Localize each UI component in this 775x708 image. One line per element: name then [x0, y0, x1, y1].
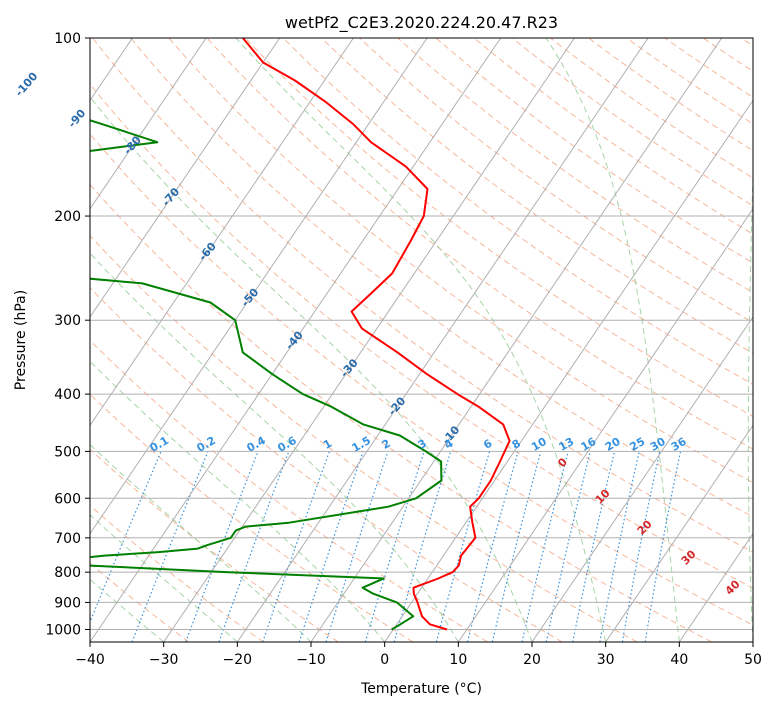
mixing-ratio-line — [599, 451, 640, 642]
background-lines — [0, 38, 753, 642]
mixing-ratio-line — [435, 451, 491, 642]
y-tick-label: 700 — [54, 531, 81, 547]
dry-adiabat-line — [130, 38, 753, 518]
dry-adiabat-line — [397, 38, 753, 294]
isotherm-line — [90, 38, 502, 642]
mixing-ratio-line — [298, 451, 364, 642]
y-axis-label: Pressure (hPa) — [13, 290, 29, 390]
plot-background — [90, 38, 753, 642]
x-tick-label: −30 — [149, 652, 179, 668]
isotherm-line — [90, 38, 354, 427]
dry-adiabat-line — [282, 38, 753, 386]
dry-adiabat-line — [473, 38, 753, 235]
x-tick-label: −40 — [75, 652, 105, 668]
mixing-ratio-line — [325, 451, 389, 642]
isotherm-line — [310, 38, 723, 642]
moist-adiabat-line — [545, 38, 680, 642]
y-tick-label: 500 — [54, 444, 81, 460]
dry-adiabat-line — [90, 234, 638, 642]
isotherm-line — [678, 532, 753, 642]
dry-adiabat-line — [435, 38, 753, 264]
mixing-ratio-line — [572, 451, 616, 642]
dry-adiabat-line — [244, 38, 753, 418]
moist-adiabat-line — [90, 514, 238, 642]
y-tick-label: 600 — [54, 491, 81, 507]
isotherm-line — [0, 38, 59, 642]
dry-adiabat-line — [550, 38, 753, 179]
mixing-ratio-line — [621, 451, 661, 642]
x-tick-label: 20 — [523, 652, 541, 668]
dry-adiabat-line — [90, 339, 488, 642]
mixing-ratio-line — [491, 451, 542, 642]
dry-adiabat-line — [206, 38, 753, 450]
y-tick-label: 100 — [54, 31, 81, 47]
dry-adiabat-label: -100 — [13, 70, 41, 100]
dry-adiabat-line — [90, 504, 264, 642]
temperature-profile-line — [242, 38, 511, 631]
y-tick-label: 800 — [54, 565, 81, 581]
moist-adiabat-line — [90, 96, 533, 642]
isotherm-line — [531, 316, 753, 642]
mixing-ratio-line — [521, 451, 569, 642]
mixing-ratio-line — [644, 451, 682, 642]
mixing-ratio-line — [466, 451, 519, 642]
dry-adiabat-line — [511, 38, 753, 207]
dry-adiabat-line — [588, 38, 753, 152]
moist-adiabat-line — [90, 360, 386, 642]
isotherm-line — [90, 38, 281, 318]
isotherm-line — [90, 38, 207, 210]
x-tick-label: 10 — [449, 652, 467, 668]
isotherm-line — [752, 641, 753, 642]
mixing-ratio-line — [364, 451, 425, 642]
isotherm-line — [384, 99, 753, 642]
y-tick-label: 1000 — [45, 622, 81, 638]
x-tick-label: −20 — [223, 652, 253, 668]
mixing-ratio-line — [218, 451, 290, 642]
isotherm-line — [90, 38, 428, 535]
x-tick-label: −10 — [296, 652, 326, 668]
y-tick-label: 400 — [54, 387, 81, 403]
plot-frame — [89, 37, 754, 643]
dry-adiabat-line — [90, 133, 753, 626]
x-tick-label: 50 — [744, 652, 762, 668]
dry-adiabat-line — [90, 286, 563, 642]
y-tick-label: 300 — [54, 313, 81, 329]
profile-lines — [90, 38, 511, 631]
moist-adiabat-line — [235, 38, 607, 642]
axis-ticks: −40 −30 −20 −10 0 10 20 30 40 50 1000 900 800 700 600 5… — [45, 31, 762, 668]
dewpoint-profile-line — [90, 119, 443, 631]
isotherm-line — [605, 424, 753, 642]
moist-adiabat-line — [747, 158, 753, 642]
dry-adiabat-label: -90 — [66, 107, 89, 131]
y-tick-label: 200 — [54, 209, 81, 225]
dry-adiabat-line — [321, 38, 753, 354]
moist-adiabat-line — [90, 578, 165, 642]
x-tick-label: 30 — [597, 652, 615, 668]
isotherm-line — [457, 207, 753, 642]
x-axis-label: Temperature (°C) — [360, 681, 482, 697]
dry-adiabat-line — [92, 38, 753, 553]
x-tick-label: 0 — [380, 652, 389, 668]
y-tick-label: 900 — [54, 595, 81, 611]
chart-title: wetPf2_C2E3.2020.224.20.47.R23 — [285, 13, 558, 33]
dry-adiabat-line — [90, 183, 712, 642]
isotherm-line — [236, 38, 649, 642]
isotherm-line — [163, 38, 575, 642]
mixing-ratio-line — [262, 451, 330, 642]
mixing-ratio-line — [393, 451, 452, 642]
x-tick-label: 40 — [670, 652, 688, 668]
